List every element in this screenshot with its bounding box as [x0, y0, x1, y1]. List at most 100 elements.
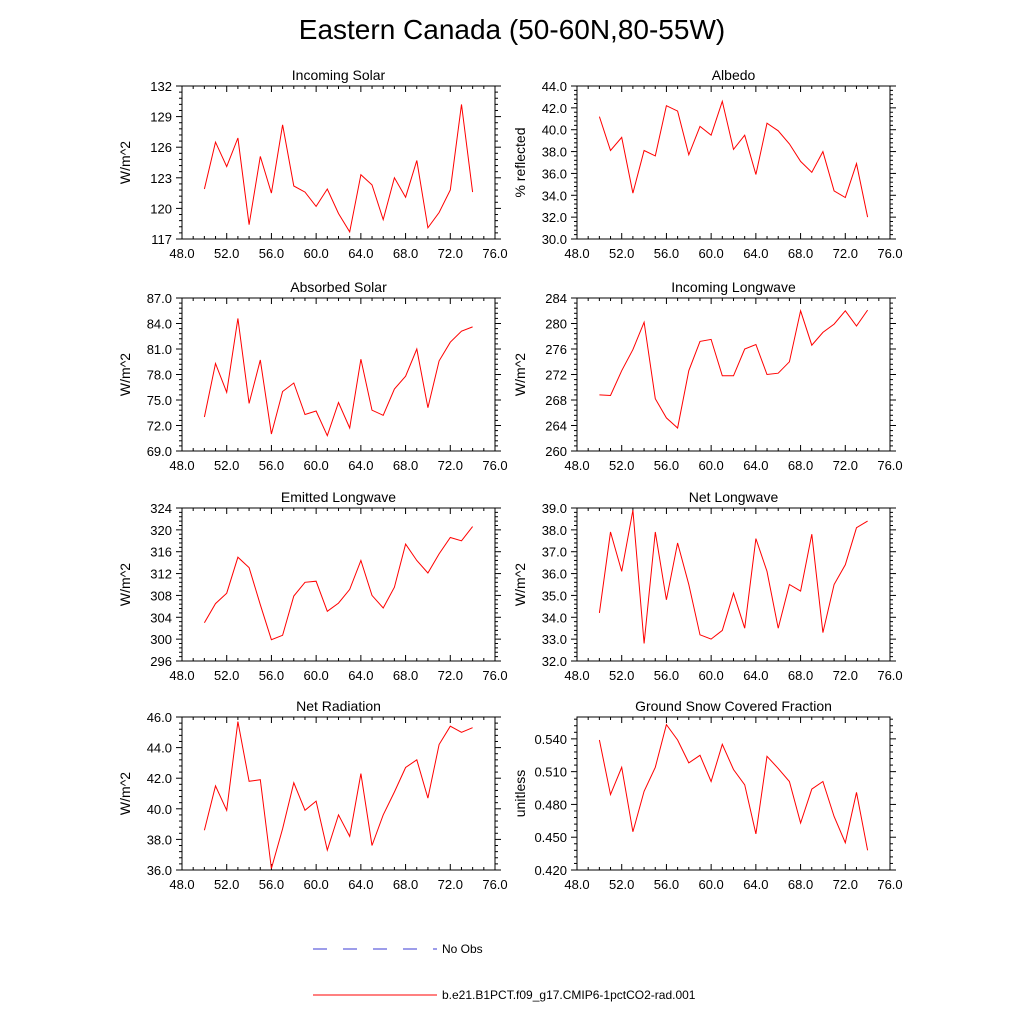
y-tick-label: 300 — [150, 632, 172, 647]
y-tick-label: 304 — [150, 610, 172, 625]
x-tick-label: 60.0 — [698, 668, 723, 683]
x-tick-label: 72.0 — [833, 246, 858, 261]
y-tick-label: 0.480 — [534, 797, 567, 812]
panel-title: Net Radiation — [296, 698, 381, 714]
plot-frame — [576, 85, 891, 240]
series-line-0 — [598, 723, 869, 851]
y-tick-label: 0.510 — [534, 765, 567, 780]
y-tick-label: 32.0 — [542, 210, 567, 225]
y-tick-label: 117 — [151, 232, 172, 247]
plot-frame — [576, 507, 891, 662]
series-line-0 — [203, 721, 473, 869]
y-tick-label: 324 — [150, 501, 172, 516]
x-tick-label: 52.0 — [609, 458, 634, 473]
x-tick-label: 68.0 — [788, 246, 813, 261]
x-tick-label: 68.0 — [393, 877, 418, 892]
plot-frame — [576, 297, 891, 452]
y-tick-label: 33.0 — [542, 632, 567, 647]
series-line-0 — [599, 308, 869, 429]
y-tick-label: 75.0 — [147, 393, 172, 408]
y-axis-label: W/m^2 — [117, 353, 133, 396]
x-tick-label: 64.0 — [743, 668, 768, 683]
y-tick-label: 264 — [545, 419, 567, 434]
y-tick-label: 268 — [545, 393, 567, 408]
x-tick-label: 72.0 — [438, 458, 463, 473]
y-tick-label: 280 — [545, 317, 567, 332]
plot-frame — [576, 716, 891, 871]
y-tick-label: 0.540 — [534, 732, 567, 747]
x-tick-label: 76.0 — [877, 877, 902, 892]
x-tick-label: 68.0 — [788, 458, 813, 473]
x-tick-label: 56.0 — [259, 668, 284, 683]
x-tick-label: 68.0 — [393, 458, 418, 473]
x-tick-label: 60.0 — [303, 668, 328, 683]
x-tick-label: 64.0 — [743, 246, 768, 261]
x-tick-label: 48.0 — [169, 668, 194, 683]
x-tick-label: 72.0 — [833, 458, 858, 473]
panel-4: Emitted Longwave W/m^2 48.0 52.0 56.0 60.0 64.… — [117, 489, 508, 683]
panel-title: Ground Snow Covered Fraction — [635, 698, 832, 714]
y-tick-label: 296 — [150, 654, 172, 669]
y-tick-label: 44.0 — [147, 741, 172, 756]
y-tick-label: 308 — [150, 588, 172, 603]
panel-7: Ground Snow Covered Fraction unitless 48.0… — [512, 698, 903, 892]
x-tick-label: 64.0 — [743, 877, 768, 892]
y-tick-label: 44.0 — [542, 79, 567, 94]
x-tick-label: 48.0 — [564, 246, 589, 261]
plot-frame — [181, 85, 496, 240]
y-tick-label: 69.0 — [147, 444, 172, 459]
x-tick-label: 60.0 — [698, 458, 723, 473]
x-tick-label: 52.0 — [214, 246, 239, 261]
x-tick-label: 76.0 — [482, 877, 507, 892]
x-tick-label: 76.0 — [482, 668, 507, 683]
series-line-0 — [203, 318, 473, 438]
x-tick-label: 56.0 — [654, 877, 679, 892]
y-tick-label: 78.0 — [147, 368, 172, 383]
y-tick-label: 123 — [150, 171, 172, 186]
series-line-0 — [598, 510, 868, 644]
y-tick-label: 129 — [150, 110, 172, 125]
panel-title: Albedo — [712, 67, 756, 83]
y-axis-label: W/m^2 — [512, 353, 528, 396]
panel-6: Net Radiation W/m^2 48.0 52.0 56.0 60.0 64.0 68… — [117, 698, 508, 892]
x-tick-label: 72.0 — [833, 877, 858, 892]
panel-title: Incoming Solar — [292, 67, 386, 83]
x-tick-label: 52.0 — [609, 246, 634, 261]
y-tick-label: 87.0 — [147, 291, 172, 306]
series-line-0 — [203, 104, 474, 234]
x-tick-label: 48.0 — [564, 458, 589, 473]
y-tick-label: 36.0 — [542, 166, 567, 181]
y-tick-label: 38.0 — [542, 523, 567, 538]
x-tick-label: 64.0 — [348, 458, 373, 473]
y-tick-label: 46.0 — [147, 710, 172, 725]
y-tick-label: 34.0 — [542, 610, 567, 625]
y-tick-label: 320 — [150, 523, 172, 538]
x-tick-label: 72.0 — [438, 668, 463, 683]
y-tick-label: 312 — [150, 567, 172, 582]
panel-title: Emitted Longwave — [281, 489, 396, 505]
x-tick-label: 60.0 — [303, 877, 328, 892]
x-tick-label: 68.0 — [393, 246, 418, 261]
y-axis-label: W/m^2 — [512, 563, 528, 606]
y-tick-label: 132 — [150, 79, 172, 94]
y-tick-label: 120 — [150, 201, 172, 216]
y-tick-label: 39.0 — [542, 501, 567, 516]
y-tick-label: 34.0 — [542, 188, 567, 203]
y-tick-label: 126 — [150, 140, 172, 155]
y-tick-label: 72.0 — [147, 419, 172, 434]
x-tick-label: 48.0 — [564, 877, 589, 892]
y-tick-label: 38.0 — [147, 832, 172, 847]
y-tick-label: 37.0 — [542, 545, 567, 560]
y-tick-label: 284 — [545, 291, 567, 306]
y-tick-label: 40.0 — [147, 802, 172, 817]
x-tick-label: 56.0 — [654, 668, 679, 683]
panel-3: Incoming Longwave W/m^2 48.0 52.0 56.0 60.0 64… — [512, 279, 903, 473]
x-tick-label: 76.0 — [877, 246, 902, 261]
panel-2: Absorbed Solar W/m^2 48.0 52.0 56.0 60.0 64.0 6… — [117, 279, 508, 473]
x-tick-label: 52.0 — [214, 668, 239, 683]
x-tick-label: 52.0 — [214, 877, 239, 892]
x-tick-label: 76.0 — [877, 458, 902, 473]
series-line-0 — [598, 99, 869, 218]
x-tick-label: 56.0 — [259, 246, 284, 261]
